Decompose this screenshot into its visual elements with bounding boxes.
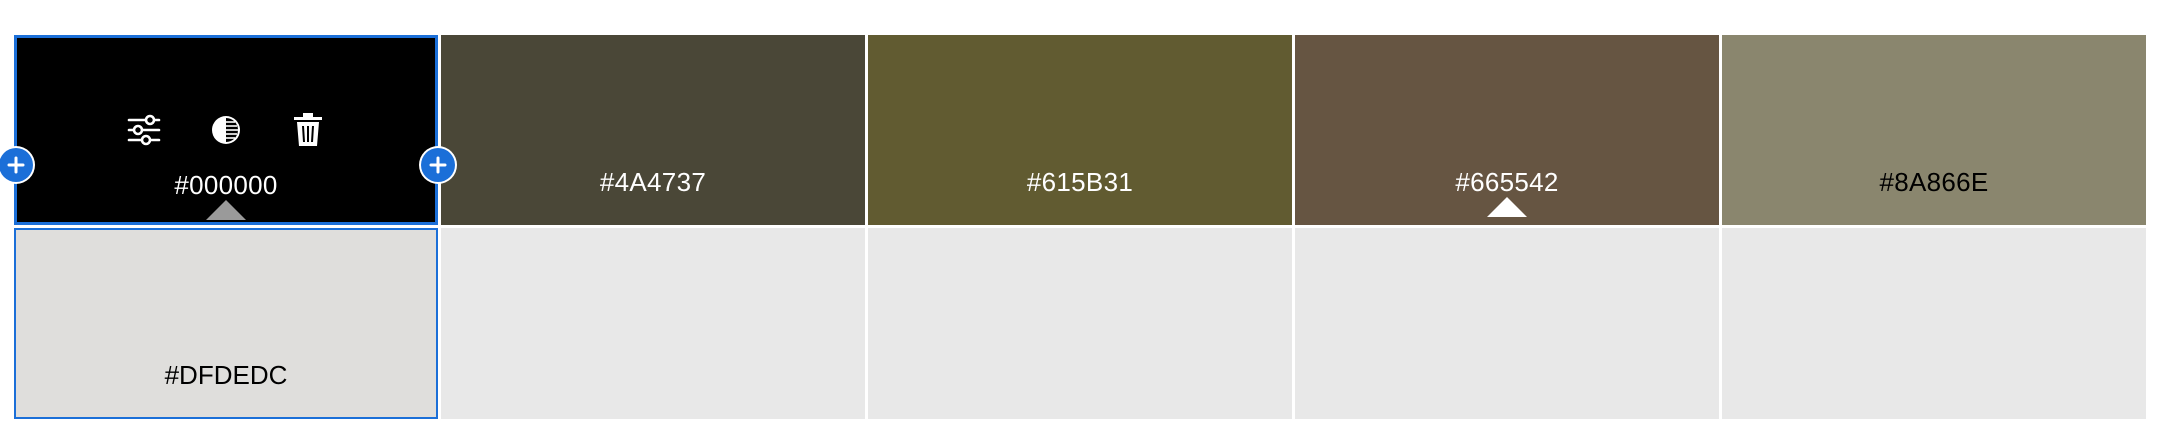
swatch-hex-label[interactable]: #4A4737 bbox=[599, 167, 707, 197]
swatch-hex-label[interactable]: #615B31 bbox=[1026, 167, 1134, 197]
shade-cell-empty[interactable] bbox=[1722, 228, 2146, 419]
adjust-button[interactable] bbox=[124, 110, 164, 150]
add-color-left-button[interactable] bbox=[0, 148, 33, 182]
swatch-hex-label[interactable]: #000000 bbox=[174, 170, 278, 200]
plus-icon bbox=[7, 156, 25, 174]
swatch-4[interactable]: #665542 bbox=[1295, 35, 1719, 225]
swatch-hex-label[interactable]: #8A866E bbox=[1879, 167, 1989, 197]
selected-swatch-marker bbox=[206, 200, 246, 220]
swatch-1[interactable]: #000000 bbox=[14, 35, 438, 225]
trash-icon bbox=[294, 113, 322, 146]
shade-cell-selected[interactable]: #DFDEDC bbox=[14, 228, 438, 419]
sliders-icon bbox=[127, 114, 161, 146]
shade-cell-empty[interactable] bbox=[1295, 228, 1719, 419]
delete-button[interactable] bbox=[288, 110, 328, 150]
contrast-button[interactable] bbox=[206, 110, 246, 150]
swatch-2[interactable]: #4A4737 bbox=[441, 35, 865, 225]
swatch-3[interactable]: #615B31 bbox=[868, 35, 1292, 225]
swatch-hex-label[interactable]: #665542 bbox=[1455, 167, 1559, 197]
shade-hex-label[interactable]: #DFDEDC bbox=[164, 360, 288, 390]
shade-cell-empty[interactable] bbox=[441, 228, 865, 419]
shade-cell-empty[interactable] bbox=[868, 228, 1292, 419]
swatch-tools bbox=[17, 110, 435, 150]
swatch-5[interactable]: #8A866E bbox=[1722, 35, 2146, 225]
plus-icon bbox=[429, 156, 447, 174]
add-color-right-button[interactable] bbox=[421, 148, 455, 182]
contrast-icon bbox=[212, 116, 240, 144]
base-color-marker bbox=[1487, 197, 1527, 217]
color-palette: #000000 #4A4737 #615B31 #665542 #8A866E … bbox=[0, 35, 2150, 423]
